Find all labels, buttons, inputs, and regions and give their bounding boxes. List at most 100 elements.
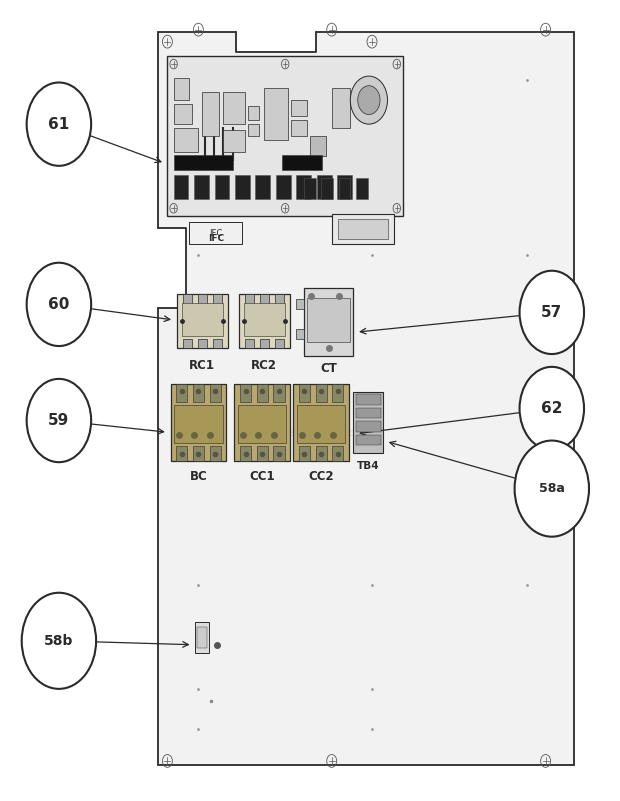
- Bar: [255, 175, 270, 199]
- Bar: [238, 405, 286, 443]
- Bar: [339, 178, 350, 199]
- Bar: [282, 155, 322, 170]
- Bar: [189, 222, 242, 244]
- Text: TB4: TB4: [357, 461, 379, 471]
- Circle shape: [520, 367, 584, 450]
- Bar: [276, 175, 291, 199]
- Bar: [297, 405, 345, 443]
- Bar: [260, 339, 269, 348]
- Bar: [273, 384, 285, 402]
- Circle shape: [358, 86, 380, 115]
- Bar: [273, 446, 285, 461]
- Bar: [245, 294, 254, 308]
- Bar: [177, 294, 228, 348]
- Bar: [174, 405, 223, 443]
- Text: 60: 60: [48, 297, 69, 312]
- Circle shape: [515, 441, 589, 537]
- Bar: [248, 106, 259, 120]
- Bar: [245, 339, 254, 348]
- Bar: [296, 329, 304, 340]
- Bar: [356, 394, 381, 405]
- Bar: [194, 175, 209, 199]
- Bar: [304, 288, 353, 356]
- Bar: [167, 56, 403, 216]
- Text: IFC: IFC: [208, 234, 224, 243]
- Bar: [293, 384, 349, 461]
- Bar: [291, 120, 307, 136]
- Bar: [195, 622, 209, 653]
- Bar: [234, 384, 290, 461]
- Circle shape: [27, 83, 91, 166]
- Bar: [316, 384, 327, 402]
- Bar: [257, 384, 268, 402]
- Bar: [338, 219, 388, 239]
- Text: 59: 59: [48, 413, 69, 428]
- Text: eReplacementParts.com: eReplacementParts.com: [250, 428, 370, 437]
- Bar: [176, 384, 187, 402]
- Bar: [183, 339, 192, 348]
- Bar: [337, 175, 352, 199]
- Bar: [356, 408, 381, 418]
- Bar: [235, 175, 250, 199]
- Bar: [215, 175, 229, 199]
- Bar: [248, 124, 259, 136]
- Text: CC1: CC1: [249, 470, 275, 483]
- Bar: [275, 294, 285, 308]
- Text: CC2: CC2: [308, 470, 334, 483]
- Bar: [197, 627, 207, 648]
- Bar: [239, 294, 290, 348]
- Bar: [244, 303, 285, 336]
- Bar: [291, 100, 307, 116]
- Bar: [213, 294, 223, 308]
- Bar: [213, 339, 223, 348]
- Text: 58b: 58b: [44, 634, 74, 648]
- Circle shape: [520, 271, 584, 354]
- Bar: [193, 384, 204, 402]
- Circle shape: [27, 263, 91, 346]
- Bar: [332, 88, 350, 128]
- Circle shape: [350, 76, 388, 124]
- Bar: [210, 446, 221, 461]
- Bar: [150, 228, 186, 308]
- Circle shape: [27, 379, 91, 462]
- Bar: [223, 92, 245, 124]
- Bar: [275, 339, 285, 348]
- Bar: [236, 24, 316, 52]
- Bar: [260, 294, 269, 308]
- Bar: [174, 104, 192, 124]
- Bar: [198, 339, 207, 348]
- Bar: [174, 175, 188, 199]
- Bar: [317, 175, 332, 199]
- Bar: [296, 175, 311, 199]
- Text: RC1: RC1: [189, 359, 215, 372]
- Bar: [240, 384, 251, 402]
- Bar: [170, 384, 226, 461]
- Bar: [176, 446, 187, 461]
- Bar: [353, 392, 383, 453]
- Bar: [332, 384, 343, 402]
- Bar: [174, 78, 189, 100]
- Bar: [299, 384, 310, 402]
- Bar: [264, 88, 288, 140]
- Text: IFC: IFC: [209, 228, 222, 238]
- Bar: [296, 299, 304, 308]
- Bar: [210, 384, 221, 402]
- Bar: [193, 446, 204, 461]
- Text: 58a: 58a: [539, 482, 565, 495]
- Bar: [202, 92, 219, 136]
- Bar: [332, 446, 343, 461]
- Bar: [332, 214, 394, 244]
- Bar: [356, 421, 381, 432]
- Text: RC2: RC2: [251, 359, 277, 372]
- Bar: [198, 294, 207, 308]
- Text: CT: CT: [320, 362, 337, 375]
- Text: BC: BC: [190, 470, 207, 483]
- Bar: [299, 446, 310, 461]
- Bar: [307, 298, 350, 342]
- Bar: [182, 303, 223, 336]
- Bar: [240, 446, 251, 461]
- Circle shape: [22, 593, 96, 689]
- Bar: [356, 178, 368, 199]
- Text: 62: 62: [541, 401, 562, 416]
- Bar: [257, 446, 268, 461]
